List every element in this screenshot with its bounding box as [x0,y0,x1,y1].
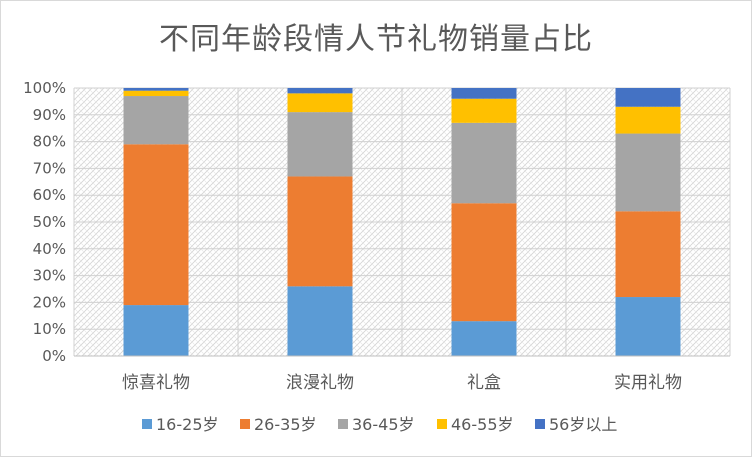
bar-segment [287,88,353,94]
legend-swatch [142,419,152,429]
bar-segment [615,211,681,298]
x-category-label: 惊喜礼物 [122,373,190,393]
bar-segment [615,297,681,356]
y-tick-label: 90% [33,106,66,124]
legend-label: 56岁以上 [549,415,617,434]
bar-segment [451,88,517,99]
bar-segment [287,93,353,113]
y-axis: 0% 10% 20% 30% 40% 50% 60% 70% 80% 90% 100% [23,79,66,365]
bar-segment [615,88,681,107]
x-axis: 惊喜礼物 浪漫礼物 礼盒 实用礼物 [74,355,730,393]
y-tick-label: 10% [33,320,66,338]
legend-swatch [338,419,348,429]
bar-segment [123,96,189,145]
y-tick-label: 70% [33,159,66,177]
bar-segment [451,321,517,356]
bar-segment [123,305,189,356]
bar-segment [123,90,189,97]
bar-segment [123,144,189,306]
bar-segment [451,203,517,322]
chart-title: 不同年龄段情人节礼物销量占比 [159,22,593,57]
bar-segment [287,112,353,177]
y-tick-label: 30% [33,267,66,285]
legend-label: 26-35岁 [254,415,317,434]
x-category-label: 礼盒 [467,373,501,393]
legend: 16-25岁 26-35岁 36-45岁 46-55岁 56岁以上 [142,415,617,434]
bar-segment [451,122,517,204]
legend-label: 16-25岁 [156,415,219,434]
bar-segment [287,286,353,356]
bars [123,88,681,356]
y-tick-label: 80% [33,133,66,151]
bar-segment [123,88,189,91]
bar-segment [615,133,681,212]
bar-segment [615,106,681,134]
y-tick-label: 20% [33,293,66,311]
legend-swatch [535,419,545,429]
bar-segment [287,176,353,287]
legend-label: 36-45岁 [352,415,415,434]
x-category-label: 浪漫礼物 [286,373,354,393]
legend-swatch [240,419,250,429]
legend-swatch [437,419,447,429]
bar-segment [451,98,517,123]
legend-label: 46-55岁 [451,415,514,434]
y-tick-label: 40% [33,240,66,258]
y-tick-label: 100% [23,79,66,97]
x-category-label: 实用礼物 [614,373,682,393]
y-tick-label: 0% [42,347,66,365]
y-tick-label: 50% [33,213,66,231]
y-tick-label: 60% [33,186,66,204]
